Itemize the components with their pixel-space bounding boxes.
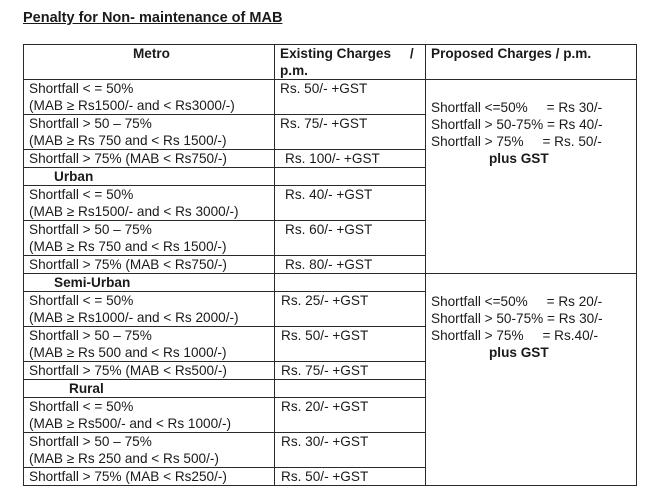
- existing-charge: Rs. 50/- +GST: [274, 326, 426, 362]
- table-row: Shortfall > 75% (MAB < Rs500/-) Rs. 75/-…: [23, 361, 637, 380]
- table-row: Shortfall < = 50% (MAB ≥ Rs500/- and < Rs…: [23, 397, 637, 433]
- table-row: Shortfall > 50 – 75% (MAB ≥ Rs 750 and < …: [23, 114, 637, 150]
- category-urban: Urban: [23, 167, 275, 186]
- existing-charge: Rs. 75/- +GST: [274, 361, 426, 380]
- slab-cell: Shortfall > 50 – 75% (MAB ≥ Rs 500 and < …: [23, 326, 275, 362]
- slab-cell: Shortfall > 50 – 75% (MAB ≥ Rs 250 and < …: [23, 432, 275, 468]
- existing-charge: Rs. 50/- +GST: [274, 467, 426, 486]
- existing-charge: Rs. 25/- +GST: [274, 291, 426, 327]
- slab-cell: Shortfall < = 50% (MAB ≥ Rs1500/- and < R…: [23, 185, 275, 221]
- existing-charge: Rs. 60/- +GST: [274, 220, 426, 256]
- table-row: Shortfall > 75% (MAB < Rs750/-) Rs. 100/…: [23, 149, 637, 168]
- category-row: Urban: [23, 167, 637, 186]
- header-proposed: Proposed Charges / p.m.: [425, 44, 637, 80]
- table-row: Shortfall < = 50% (MAB ≥ Rs1500/- and < R…: [23, 185, 637, 221]
- header-row: Metro Existing Charges / p.m. Proposed Ch…: [23, 44, 637, 80]
- existing-charge: Rs. 100/- +GST: [274, 149, 426, 168]
- slab-cell: Shortfall > 75% (MAB < Rs250/-): [23, 467, 275, 486]
- slab-cell: Shortfall < = 50% (MAB ≥ Rs1500/- and < R…: [23, 79, 275, 115]
- table-row: Shortfall > 50 – 75% (MAB ≥ Rs 750 and < …: [23, 220, 637, 256]
- category-rural: Rural: [23, 379, 275, 398]
- slab-cell: Shortfall < = 50% (MAB ≥ Rs1000/- and < R…: [23, 291, 275, 327]
- header-existing: Existing Charges / p.m.: [274, 44, 426, 80]
- existing-charge: Rs. 75/- +GST: [274, 114, 426, 150]
- existing-charge: Rs. 80/- +GST: [274, 255, 426, 274]
- proposed-semi-rural: Shortfall <=50% = Rs 20/- Shortfall > 50…: [425, 273, 637, 486]
- slab-cell: Shortfall < = 50% (MAB ≥ Rs500/- and < Rs…: [23, 397, 275, 433]
- penalty-table: Metro Existing Charges / p.m. Proposed Ch…: [23, 44, 637, 486]
- proposed-metro-urban: Shortfall <=50% = Rs 30/- Shortfall > 50…: [425, 79, 637, 274]
- table-row: Shortfall > 75% (MAB < Rs750/-) Rs. 80/-…: [23, 255, 637, 274]
- existing-charge: Rs. 30/- +GST: [274, 432, 426, 468]
- table-row: Shortfall > 75% (MAB < Rs250/-) Rs. 50/-…: [23, 467, 637, 486]
- page-title: Penalty for Non- maintenance of MAB: [23, 10, 283, 26]
- existing-charge: Rs. 20/- +GST: [274, 397, 426, 433]
- existing-charge: Rs. 50/- +GST: [274, 79, 426, 115]
- table-row: Shortfall > 50 – 75% (MAB ≥ Rs 500 and < …: [23, 326, 637, 362]
- existing-charge: Rs. 40/- +GST: [274, 185, 426, 221]
- table-row: Shortfall < = 50% (MAB ≥ Rs1500/- and < R…: [23, 79, 637, 274]
- slab-cell: Shortfall > 75% (MAB < Rs500/-): [23, 361, 275, 380]
- category-row: Semi-Urban Shortfall <=50% = Rs 20/- Sho…: [23, 273, 637, 486]
- slab-cell: Shortfall > 50 – 75% (MAB ≥ Rs 750 and < …: [23, 114, 275, 150]
- slab-cell: Shortfall > 75% (MAB < Rs750/-): [23, 255, 275, 274]
- category-semi-urban: Semi-Urban: [23, 273, 275, 292]
- slab-cell: Shortfall > 50 – 75% (MAB ≥ Rs 750 and < …: [23, 220, 275, 256]
- slab-cell: Shortfall > 75% (MAB < Rs750/-): [23, 149, 275, 168]
- header-metro: Metro: [23, 44, 275, 80]
